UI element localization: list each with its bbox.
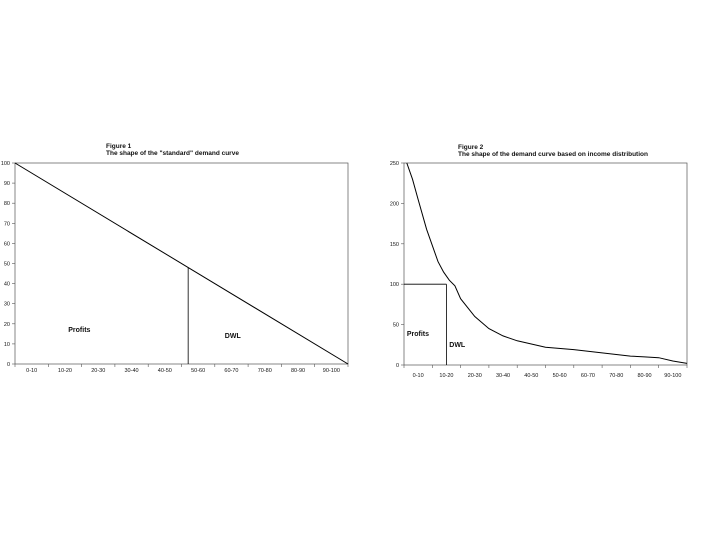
y-tick-label: 100 [390, 282, 399, 288]
dwl-label: DWL [449, 342, 466, 349]
x-tick-label: 50-60 [191, 368, 205, 374]
y-tick-label: 80 [4, 201, 10, 207]
chart-title: Figure 2 [458, 144, 484, 151]
x-tick-label: 80-90 [291, 368, 305, 374]
chart-title: Figure 1 [106, 143, 132, 150]
x-tick-label: 50-60 [553, 373, 567, 379]
x-tick-label: 0-10 [413, 373, 424, 379]
y-tick-label: 150 [390, 242, 399, 248]
dwl-label: DWL [225, 333, 242, 340]
x-tick-label: 90-100 [323, 368, 340, 374]
y-tick-label: 0 [7, 362, 10, 368]
x-tick-label: 70-80 [258, 368, 272, 374]
x-tick-label: 0-10 [26, 368, 37, 374]
figure-1-chart: Figure 1 The shape of the "standard" dema… [0, 138, 352, 390]
y-tick-label: 20 [4, 322, 10, 328]
y-tick-label: 30 [4, 302, 10, 308]
x-tick-label: 10-20 [439, 373, 453, 379]
x-tick-label: 10-20 [58, 368, 72, 374]
demand-curve [406, 162, 688, 364]
x-tick-label: 60-70 [581, 373, 595, 379]
y-tick-label: 50 [4, 262, 10, 268]
x-tick-label: 80-90 [638, 373, 652, 379]
y-tick-label: 200 [390, 201, 399, 207]
x-tick-label: 40-50 [524, 373, 538, 379]
x-tick-label: 90-100 [664, 373, 681, 379]
demand-curve [14, 162, 349, 365]
y-tick-label: 40 [4, 282, 10, 288]
x-tick-label: 20-30 [91, 368, 105, 374]
x-tick-label: 30-40 [125, 368, 139, 374]
y-tick-label: 250 [390, 161, 399, 167]
x-tick-label: 70-80 [609, 373, 623, 379]
x-tick-label: 20-30 [468, 373, 482, 379]
y-tick-label: 60 [4, 241, 10, 247]
chart-subtitle: The shape of the "standard" demand curve [106, 150, 239, 157]
y-tick-label: 50 [393, 323, 399, 329]
y-tick-label: 0 [396, 363, 399, 369]
y-tick-label: 70 [4, 221, 10, 227]
x-tick-label: 30-40 [496, 373, 510, 379]
y-tick-label: 100 [1, 161, 10, 167]
profits-label: Profits [407, 331, 429, 338]
y-tick-label: 90 [4, 181, 10, 187]
x-tick-label: 40-50 [158, 368, 172, 374]
y-tick-label: 10 [4, 342, 10, 348]
figure-2-chart: Figure 2 The shape of the demand curve ba… [386, 143, 696, 390]
x-tick-label: 60-70 [224, 368, 238, 374]
profits-label: Profits [68, 327, 90, 334]
chart-subtitle: The shape of the demand curve based on i… [458, 151, 648, 158]
